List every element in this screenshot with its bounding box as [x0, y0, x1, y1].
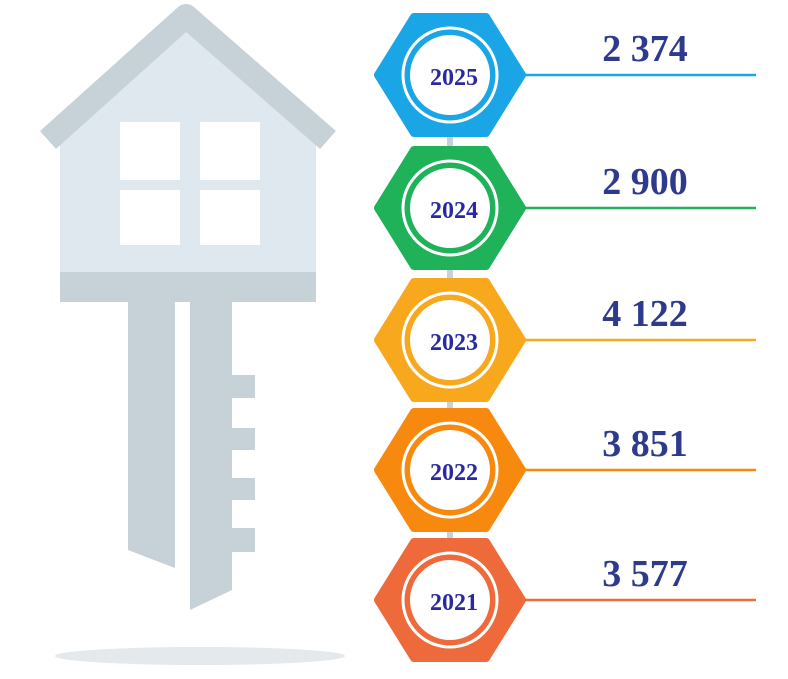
rows: 2025 2 374 2024 2 900 2023 4 122 2022 3 851 2021…	[378, 17, 756, 658]
key-shaft	[128, 302, 175, 568]
year: 2022	[430, 460, 478, 486]
value: 4 122	[602, 293, 688, 335]
key-teeth	[190, 302, 255, 610]
value: 2 900	[602, 161, 688, 203]
value: 2 374	[602, 28, 688, 70]
year: 2021	[430, 590, 478, 616]
window	[120, 122, 180, 180]
year: 2024	[430, 198, 478, 224]
key-band	[60, 272, 316, 302]
value: 3 851	[602, 423, 688, 465]
window	[120, 190, 180, 245]
year: 2023	[430, 330, 478, 356]
window	[200, 190, 260, 245]
window	[200, 122, 260, 180]
shadow	[55, 647, 345, 665]
infographic: 2025 2 374 2024 2 900 2023 4 122 2022 3 851 2021…	[0, 0, 788, 679]
value: 3 577	[602, 553, 688, 595]
year: 2025	[430, 65, 478, 91]
house-body	[60, 26, 316, 272]
